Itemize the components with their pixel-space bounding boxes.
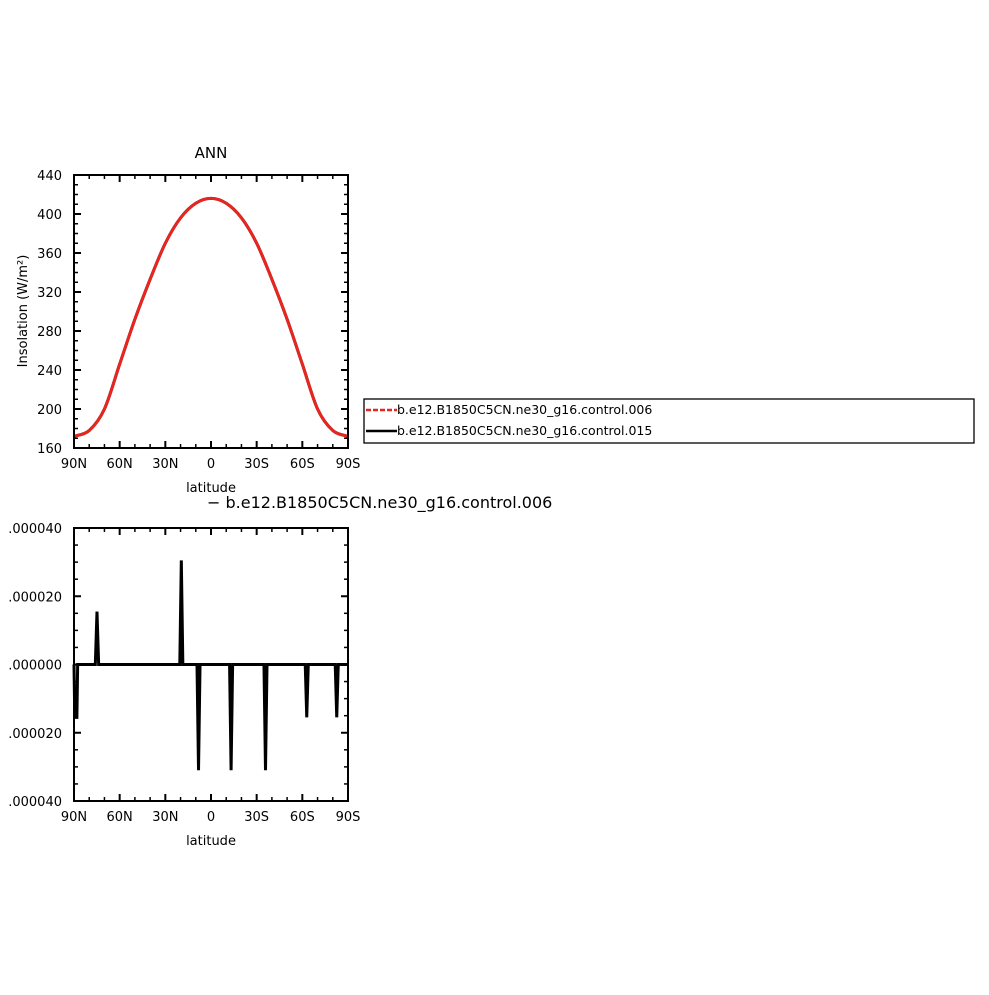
bottom-x-tick-label: 60S bbox=[290, 810, 315, 825]
top-y-axis-label: Insolation (W/m²) bbox=[16, 255, 31, 368]
legend: b.e12.B1850C5CN.ne30_g16.control.006 b.e… bbox=[363, 398, 975, 444]
bottom-chart-title: − b.e12.B1850C5CN.ne30_g16.control.006 bbox=[207, 493, 552, 513]
bottom-series bbox=[72, 560, 348, 771]
top-ticks: 90N 60N 30N 0 30S 60S 90S 160 200 240 280 320 360 400… bbox=[37, 169, 360, 472]
top-plot-frame bbox=[73, 174, 349, 449]
bottom-y-tick-label: .000040 bbox=[8, 795, 62, 810]
legend-label-control-006: b.e12.B1850C5CN.ne30_g16.control.006 bbox=[397, 402, 652, 417]
top-y-tick-label: 200 bbox=[37, 403, 62, 418]
top-x-axis-label: latitude bbox=[186, 481, 236, 496]
top-y-tick-label: 320 bbox=[37, 286, 62, 301]
series-line-b.e12.B1850C5CN.ne30_g16.control.015 bbox=[73, 196, 349, 438]
bottom-x-tick-label: 30N bbox=[152, 810, 178, 825]
top-series bbox=[73, 196, 349, 438]
top-x-tick-label: 30S bbox=[244, 457, 269, 472]
bottom-x-tick-label: 60N bbox=[107, 810, 133, 825]
bottom-y-tick-label: .000040 bbox=[8, 522, 62, 537]
top-x-tick-label: 0 bbox=[207, 457, 215, 472]
bottom-ticks: 90N 60N 30N 0 30S 60S 90S .000040 .000020 .000000… bbox=[8, 522, 360, 825]
bottom-x-tick-label: 30S bbox=[244, 810, 269, 825]
series-line-b.e12.B1850C5CN.ne30_g16.control.006 bbox=[73, 196, 349, 438]
top-y-tick-label: 280 bbox=[37, 325, 62, 340]
top-y-tick-label: 400 bbox=[37, 208, 62, 223]
bottom-y-tick-label: .000020 bbox=[8, 590, 62, 605]
top-x-tick-label: 90N bbox=[61, 457, 87, 472]
bottom-plot-frame bbox=[73, 527, 349, 802]
difference-series-line bbox=[72, 560, 348, 771]
top-y-tick-label: 440 bbox=[37, 169, 62, 184]
bottom-x-axis-label: latitude bbox=[186, 834, 236, 849]
top-chart-title: ANN bbox=[195, 144, 228, 162]
legend-label-control-015: b.e12.B1850C5CN.ne30_g16.control.015 bbox=[397, 423, 652, 438]
bottom-x-tick-label: 90S bbox=[336, 810, 361, 825]
top-y-tick-label: 360 bbox=[37, 247, 62, 262]
bottom-x-tick-label: 90N bbox=[61, 810, 87, 825]
top-x-tick-label: 90S bbox=[336, 457, 361, 472]
top-x-tick-label: 60N bbox=[107, 457, 133, 472]
top-x-tick-label: 30N bbox=[152, 457, 178, 472]
top-x-tick-label: 60S bbox=[290, 457, 315, 472]
bottom-y-tick-label: .000000 bbox=[8, 659, 62, 674]
bottom-y-tick-label: .000020 bbox=[8, 727, 62, 742]
top-y-tick-label: 160 bbox=[37, 442, 62, 457]
top-y-tick-label: 240 bbox=[37, 364, 62, 379]
bottom-x-tick-label: 0 bbox=[207, 810, 215, 825]
top-panel: ANN Insolation (W/m²) latitude 90N 60N 30N… bbox=[16, 144, 360, 496]
legend-box bbox=[363, 398, 975, 444]
bottom-panel: − b.e12.B1850C5CN.ne30_g16.control.006 l… bbox=[8, 493, 552, 849]
